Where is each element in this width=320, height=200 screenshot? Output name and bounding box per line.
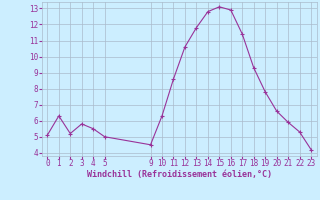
X-axis label: Windchill (Refroidissement éolien,°C): Windchill (Refroidissement éolien,°C) [87, 170, 272, 179]
